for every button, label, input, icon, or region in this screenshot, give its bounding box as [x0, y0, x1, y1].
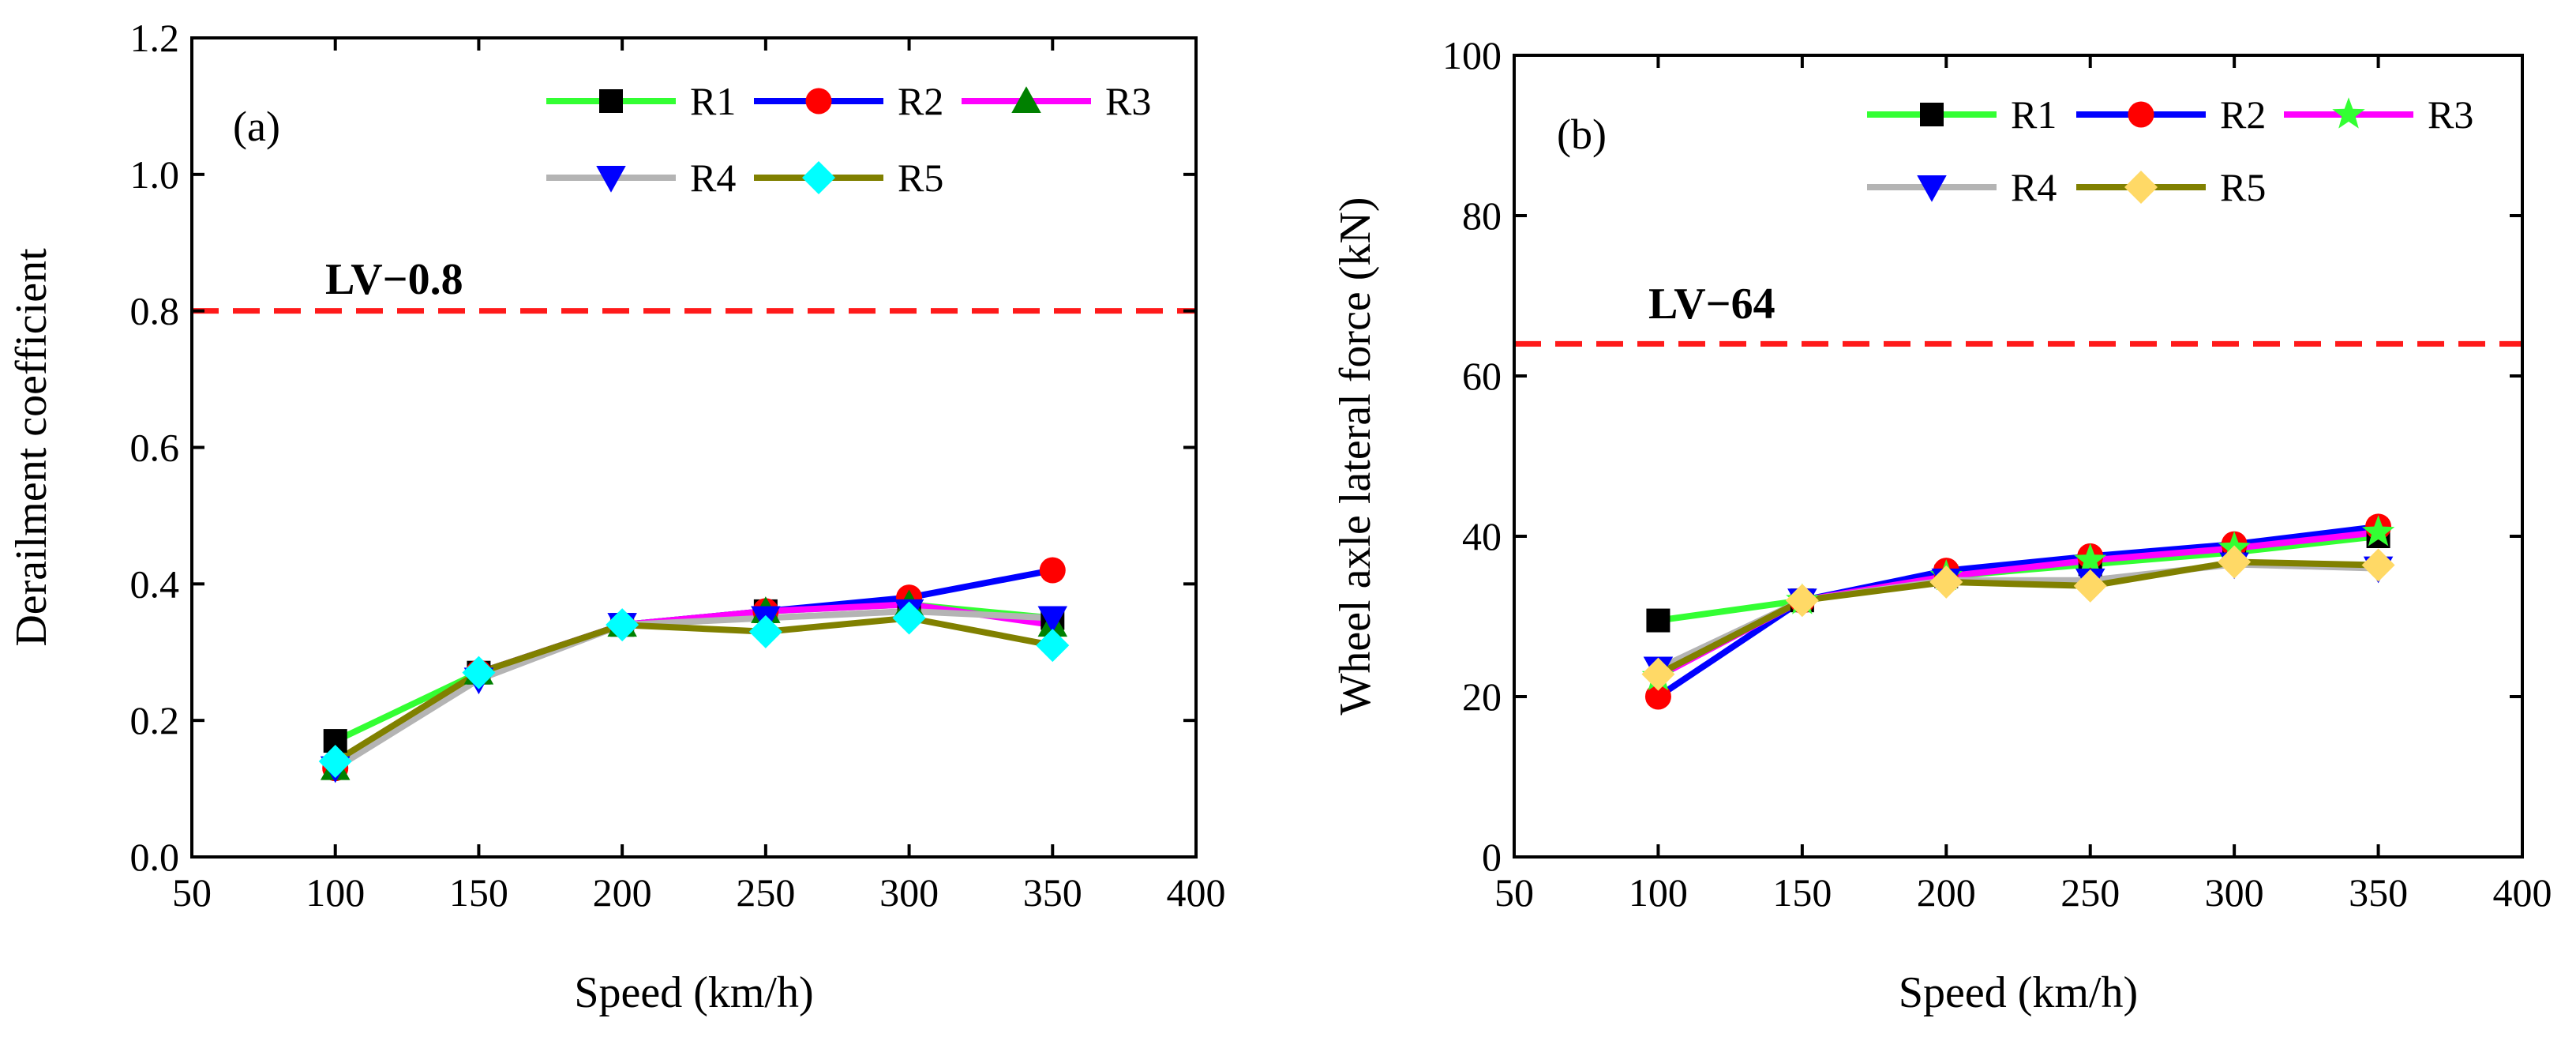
x-tick-label: 50 — [1494, 870, 1534, 915]
x-axis-label: Speed (km/h) — [574, 968, 813, 1017]
y-tick-label: 0.8 — [130, 289, 180, 333]
legend-entry-r4: R4 — [1867, 165, 2057, 209]
legend-marker — [2332, 97, 2365, 129]
y-tick-label: 0.4 — [130, 562, 180, 606]
y-tick-label: 100 — [1442, 33, 1502, 77]
y-tick-label: 1.2 — [130, 16, 180, 60]
legend-entry-r1: R1 — [546, 79, 736, 123]
data-point-r3-250 — [2074, 543, 2107, 574]
legend-marker — [1920, 103, 1944, 126]
x-axis-label: Speed (km/h) — [1899, 968, 2138, 1017]
x-tick-label: 50 — [172, 870, 212, 915]
legend: R1 R2 R3 R4 R5 — [546, 79, 1151, 200]
panel-a: LV−0.8 50 100 150 200 250 300 350 400 0.0 0.2 0.4 0.… — [7, 16, 1226, 1017]
legend-label: R1 — [690, 79, 736, 123]
data-point-r5-300 — [892, 601, 926, 635]
legend-label: R3 — [2428, 92, 2473, 137]
legend-entry-r2: R2 — [2076, 92, 2266, 137]
legend-label: R2 — [2220, 92, 2266, 137]
y-axis-label: Derailment coefficient — [7, 248, 56, 647]
y-tick-label: 0.0 — [130, 835, 180, 879]
x-tick-label: 100 — [1629, 870, 1688, 915]
panel-b: LV−64 50 100 150 200 250 300 350 400 0 20 40 60 80 100… — [1331, 33, 2552, 1017]
data-point-r2-350 — [1039, 557, 1066, 584]
x-tick-label: 250 — [736, 870, 795, 915]
x-tick-label: 200 — [1917, 870, 1976, 915]
data-point-r5-350 — [1036, 629, 1070, 663]
legend-label: R1 — [2011, 92, 2057, 137]
legend-marker — [1011, 86, 1041, 113]
x-tick-label: 200 — [593, 870, 652, 915]
legend-entry-r1: R1 — [1867, 92, 2057, 137]
series-line-r4 — [333, 607, 1053, 772]
data-point-r5-200 — [606, 608, 639, 642]
x-tick-label: 350 — [1023, 870, 1082, 915]
legend-entry-r2: R2 — [754, 79, 943, 123]
y-tick-label: 40 — [1462, 514, 1502, 558]
x-tick-label: 350 — [2349, 870, 2408, 915]
x-tick-label: 150 — [449, 870, 508, 915]
data-point-r5-150 — [1785, 584, 1819, 618]
series-line-r2 — [333, 567, 1054, 772]
series-line-r5 — [333, 614, 1054, 765]
data-point-r1-100 — [1646, 608, 1670, 633]
legend-marker — [802, 161, 835, 194]
legend-label: R2 — [898, 79, 943, 123]
panel-label: (b) — [1557, 111, 1607, 158]
legend: R1 R2 R3 R4 R5 — [1867, 92, 2473, 209]
legend-marker — [805, 88, 832, 115]
data-point-r5-100 — [318, 745, 352, 779]
x-tick-label: 150 — [1772, 870, 1832, 915]
panel-label: (a) — [233, 103, 280, 150]
x-tick-label: 400 — [1167, 870, 1226, 915]
data-point-r3-350 — [2361, 515, 2395, 547]
legend-label: R4 — [690, 156, 736, 200]
y-tick-label: 0 — [1482, 835, 1502, 879]
legend-marker — [599, 89, 623, 113]
legend-entry-r4: R4 — [546, 156, 736, 200]
legend-entry-r3: R3 — [962, 79, 1151, 123]
legend-marker — [2128, 101, 2154, 128]
legend-label: R3 — [1105, 79, 1151, 123]
data-point-r5-100 — [1641, 657, 1675, 691]
y-axis-label: Wheel axle lateral force (kN) — [1331, 197, 1380, 715]
legend-entry-r5: R5 — [2076, 165, 2266, 209]
plot-frame — [1513, 54, 2524, 859]
legend-label: R4 — [2011, 165, 2057, 209]
data-point-r5-150 — [462, 656, 496, 689]
threshold-label: LV−64 — [1648, 280, 1775, 329]
x-tick-label: 300 — [879, 870, 939, 915]
series-line-r5 — [1656, 558, 2379, 678]
legend-label: R5 — [2220, 165, 2266, 209]
series-line-r2 — [1656, 523, 2379, 700]
data-point-r2-100 — [1644, 683, 1671, 710]
data-point-r5-250 — [2073, 569, 2107, 603]
x-tick-label: 400 — [2493, 870, 2552, 915]
x-tick-label: 300 — [2205, 870, 2264, 915]
data-point-r5-350 — [2361, 548, 2395, 582]
legend-label: R5 — [898, 156, 943, 200]
x-tick-label: 250 — [2060, 870, 2120, 915]
data-point-r4-350 — [1037, 606, 1068, 633]
x-tick-label: 100 — [306, 870, 365, 915]
data-point-r5-250 — [748, 614, 782, 648]
threshold-label: LV−0.8 — [325, 255, 463, 304]
y-tick-label: 1.0 — [130, 152, 180, 197]
y-tick-label: 60 — [1462, 354, 1502, 398]
y-tick-label: 0.2 — [130, 698, 180, 742]
data-point-r5-300 — [2218, 545, 2252, 579]
legend-marker — [596, 166, 626, 193]
legend-entry-r3: R3 — [2284, 92, 2473, 137]
data-point-r5-200 — [1929, 565, 1963, 599]
y-tick-label: 80 — [1462, 193, 1502, 238]
legend-marker — [1917, 175, 1947, 202]
y-tick-label: 0.6 — [130, 426, 180, 470]
legend-marker — [2124, 171, 2158, 204]
legend-entry-r5: R5 — [754, 156, 943, 200]
y-tick-label: 20 — [1462, 674, 1502, 719]
